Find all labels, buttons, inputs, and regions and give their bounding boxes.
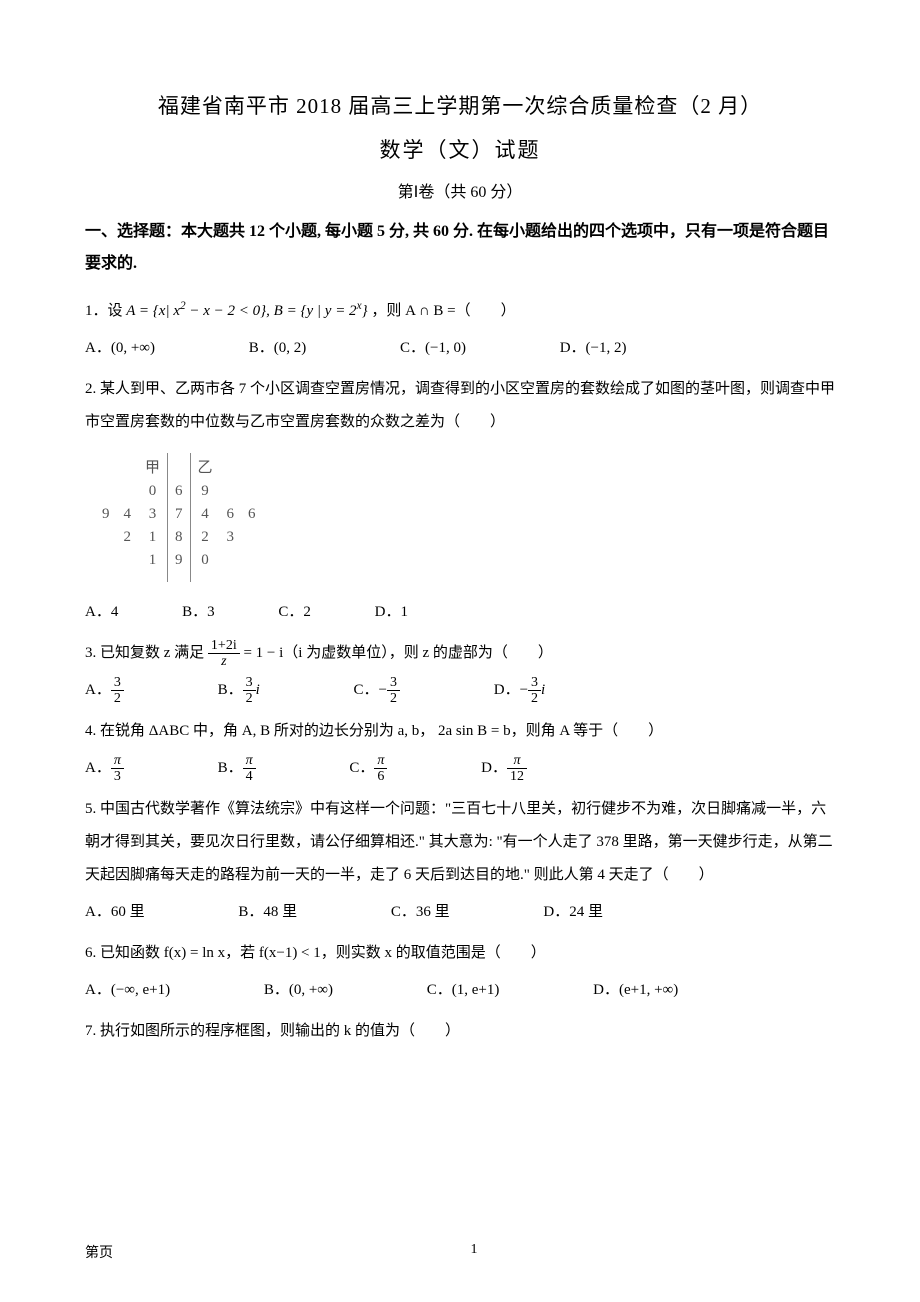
footer-left: 第页	[85, 1242, 113, 1262]
q3-mid: = 1 − i（i 为虚数单位），则 z 的虚部为（ ）	[243, 645, 552, 661]
q3-options: A．32 B．32i C．−32 D．−32i	[85, 674, 835, 707]
q5-optD: D．24 里	[543, 896, 603, 929]
q1-prefix: 1．设	[85, 303, 126, 319]
section-instructions: 一、选择题：本大题共 12 个小题, 每小题 5 分, 共 60 分. 在每小题…	[85, 216, 835, 280]
q1-suffix: ，则 A ∩ B =（ ）	[371, 303, 515, 319]
question-7: 7. 执行如图所示的程序框图，则输出的 k 的值为（ ）	[85, 1015, 835, 1048]
q1-optA: A．(0, +∞)	[85, 332, 155, 365]
q2-options: A．4 B．3 C．2 D．1	[85, 596, 835, 629]
question-1: 1．设 A = {x| x2 − x − 2 < 0}, B = {y | y …	[85, 294, 835, 328]
footer-page-number: 1	[85, 1242, 835, 1258]
table-row: 0 6 9	[95, 480, 263, 503]
q6-optA: A．(−∞, e+1)	[85, 974, 170, 1007]
table-row: 1 9 0	[95, 549, 263, 572]
q6-options: A．(−∞, e+1) B．(0, +∞) C．(1, e+1) D．(e+1,…	[85, 974, 835, 1007]
question-4: 4. 在锐角 ΔABC 中，角 A, B 所对的边长分别为 a, b， 2a s…	[85, 715, 835, 748]
q3-prefix: 3. 已知复数 z 满足	[85, 645, 208, 661]
table-row: 9 4 3 7 4 6 6	[95, 503, 263, 526]
page-title: 福建省南平市 2018 届高三上学期第一次综合质量检查（2 月）	[85, 90, 835, 120]
q3-optC: C．−32	[354, 674, 400, 707]
q3-optD: D．−32i	[494, 674, 545, 707]
q5-optB: B．48 里	[238, 896, 297, 929]
section-label: 第Ⅰ卷（共 60 分）	[85, 178, 835, 202]
table-row: 2 1 8 2 3	[95, 526, 263, 549]
q5-optA: A．60 里	[85, 896, 145, 929]
q3-fraction: 1+2i z	[208, 638, 240, 670]
q4-optD: D．π12	[481, 752, 527, 785]
q6-optD: D．(e+1, +∞)	[593, 974, 678, 1007]
stem-leaf-plot: 甲 乙 0 6 9 9 4 3 7 4 6 6 2 1 8 2 3 1 9 0	[95, 453, 263, 582]
q2-optC: C．2	[278, 596, 311, 629]
q1-options: A．(0, +∞) B．(0, 2) C．(−1, 0) D．(−1, 2)	[85, 332, 835, 365]
page-footer: 第页 1	[85, 1242, 835, 1262]
q1-optD: D．(−1, 2)	[560, 332, 627, 365]
q2-optA: A．4	[85, 596, 118, 629]
q1-optC: C．(−1, 0)	[400, 332, 466, 365]
q4-optB: B．π4	[218, 752, 256, 785]
question-2: 2. 某人到甲、乙两市各 7 个小区调查空置房情况，调查得到的小区空置房的套数绘…	[85, 373, 835, 439]
q2-optB: B．3	[182, 596, 215, 629]
q2-optD: D．1	[375, 596, 408, 629]
q5-options: A．60 里 B．48 里 C．36 里 D．24 里	[85, 896, 835, 929]
question-5: 5. 中国古代数学著作《算法统宗》中有这样一个问题："三百七十八里关，初行健步不…	[85, 793, 835, 892]
q4-optA: A．π3	[85, 752, 124, 785]
q6-optC: C．(1, e+1)	[427, 974, 500, 1007]
stem-leaf-header-left: 甲	[138, 453, 168, 480]
q3-optA: A．32	[85, 674, 124, 707]
q1-math: A = {x| x2 − x − 2 < 0}, B = {y | y = 2x…	[126, 303, 367, 319]
stem-leaf-header-right: 乙	[190, 453, 220, 480]
q5-optC: C．36 里	[391, 896, 450, 929]
page-subtitle: 数学（文）试题	[85, 134, 835, 164]
q6-optB: B．(0, +∞)	[264, 974, 333, 1007]
question-3: 3. 已知复数 z 满足 1+2i z = 1 − i（i 为虚数单位），则 z…	[85, 637, 835, 670]
question-6: 6. 已知函数 f(x) = ln x，若 f(x−1) < 1，则实数 x 的…	[85, 937, 835, 970]
q1-optB: B．(0, 2)	[249, 332, 307, 365]
q4-optC: C．π6	[349, 752, 387, 785]
q4-options: A．π3 B．π4 C．π6 D．π12	[85, 752, 835, 785]
q3-optB: B．32i	[218, 674, 260, 707]
